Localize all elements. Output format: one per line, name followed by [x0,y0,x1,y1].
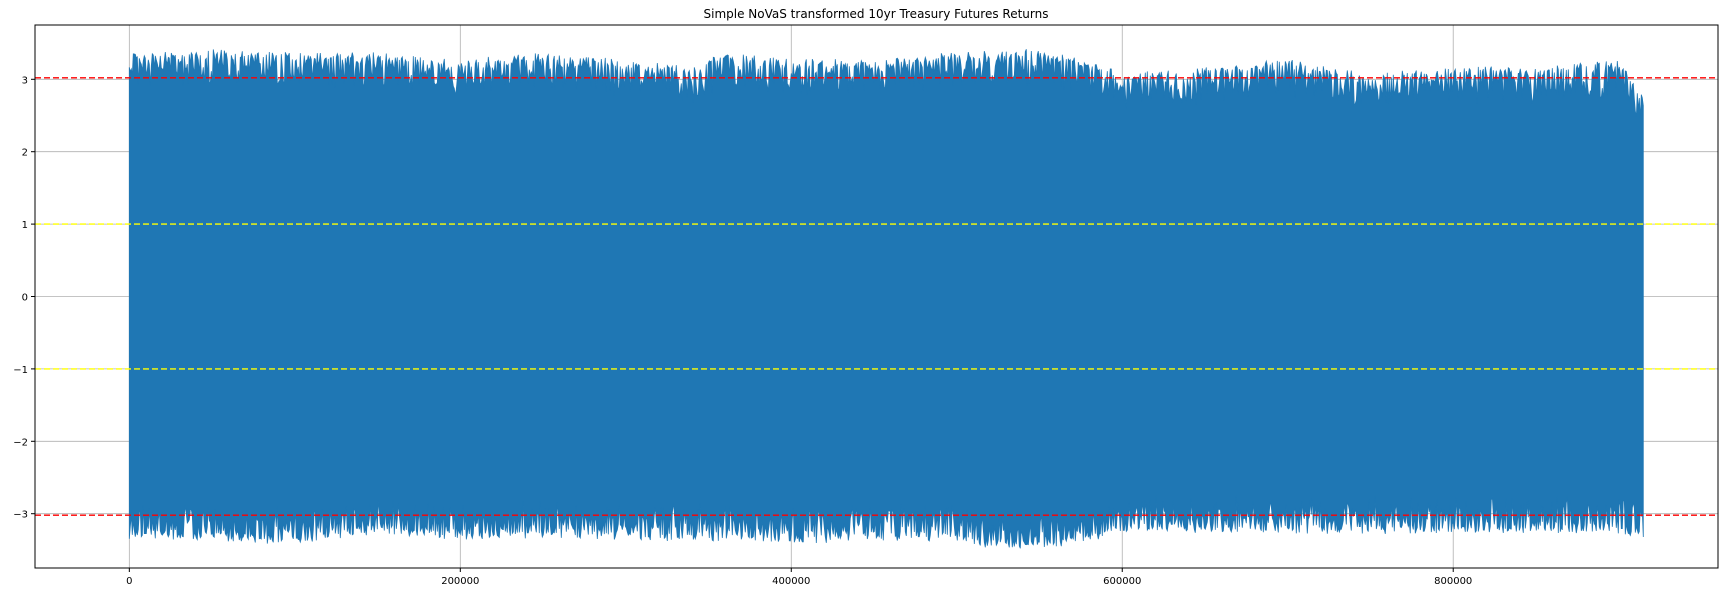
chart-title: Simple NoVaS transformed 10yr Treasury F… [704,7,1049,21]
x-tick-label: 800000 [1434,576,1472,587]
y-tick-label: 0 [22,293,28,304]
x-tick-label: 600000 [1103,576,1141,587]
y-tick-label: −1 [13,365,28,376]
y-tick-label: 2 [22,148,28,159]
x-tick-label: 0 [126,576,132,587]
reference-lines [35,77,1718,516]
series-line [128,49,1644,549]
y-tick-label: −2 [13,437,28,448]
y-tick-label: 3 [22,75,28,86]
y-tick-label: 1 [22,220,28,231]
series-layer [128,49,1644,549]
x-tick-label: 200000 [441,576,479,587]
y-axis-ticks: 3 2 1 0 −1 −2 −3 [13,75,35,521]
x-tick-label: 400000 [772,576,810,587]
y-tick-label: −3 [13,510,28,521]
x-axis-ticks: 0 200000 400000 600000 800000 [126,568,1472,587]
